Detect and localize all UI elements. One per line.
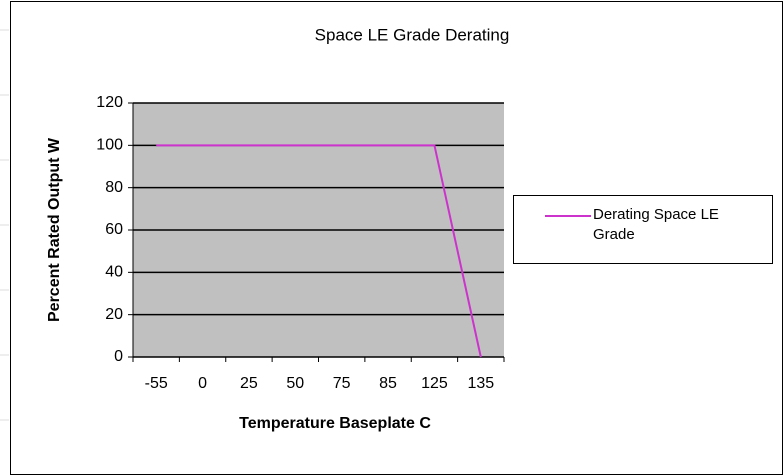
y-tick-label: 120: [96, 94, 123, 111]
x-tick-label: 25: [240, 375, 258, 392]
y-tick-label: 20: [105, 306, 123, 323]
x-tick-label: 50: [286, 375, 304, 392]
chart-title: Space LE Grade Derating: [315, 25, 510, 44]
y-tick-label: 80: [105, 179, 123, 196]
x-tick-label: 75: [333, 375, 351, 392]
y-tick-label: 100: [96, 137, 123, 154]
series-line: [156, 144, 482, 358]
legend-box: [513, 195, 773, 264]
x-tick-label: 85: [379, 375, 397, 392]
legend: Derating Space LE Grade: [513, 195, 773, 264]
y-tick-label: 40: [105, 264, 123, 281]
y-tick-label: 60: [105, 221, 123, 238]
x-axis-title: Temperature Baseplate C: [239, 415, 431, 432]
legend-label-box: Derating Space LE Grade: [593, 206, 719, 243]
x-tick-label: -55: [145, 375, 168, 392]
x-tick-label: 135: [467, 375, 494, 392]
y-tick-label: 0: [114, 348, 123, 365]
y-axis-title: Percent Rated Output W: [46, 137, 63, 322]
x-tick-label: 125: [421, 375, 448, 392]
x-tick-label: 0: [198, 375, 207, 392]
legend-label: Derating Space LE Grade: [593, 206, 719, 243]
sheet-grid: [0, 29, 9, 421]
